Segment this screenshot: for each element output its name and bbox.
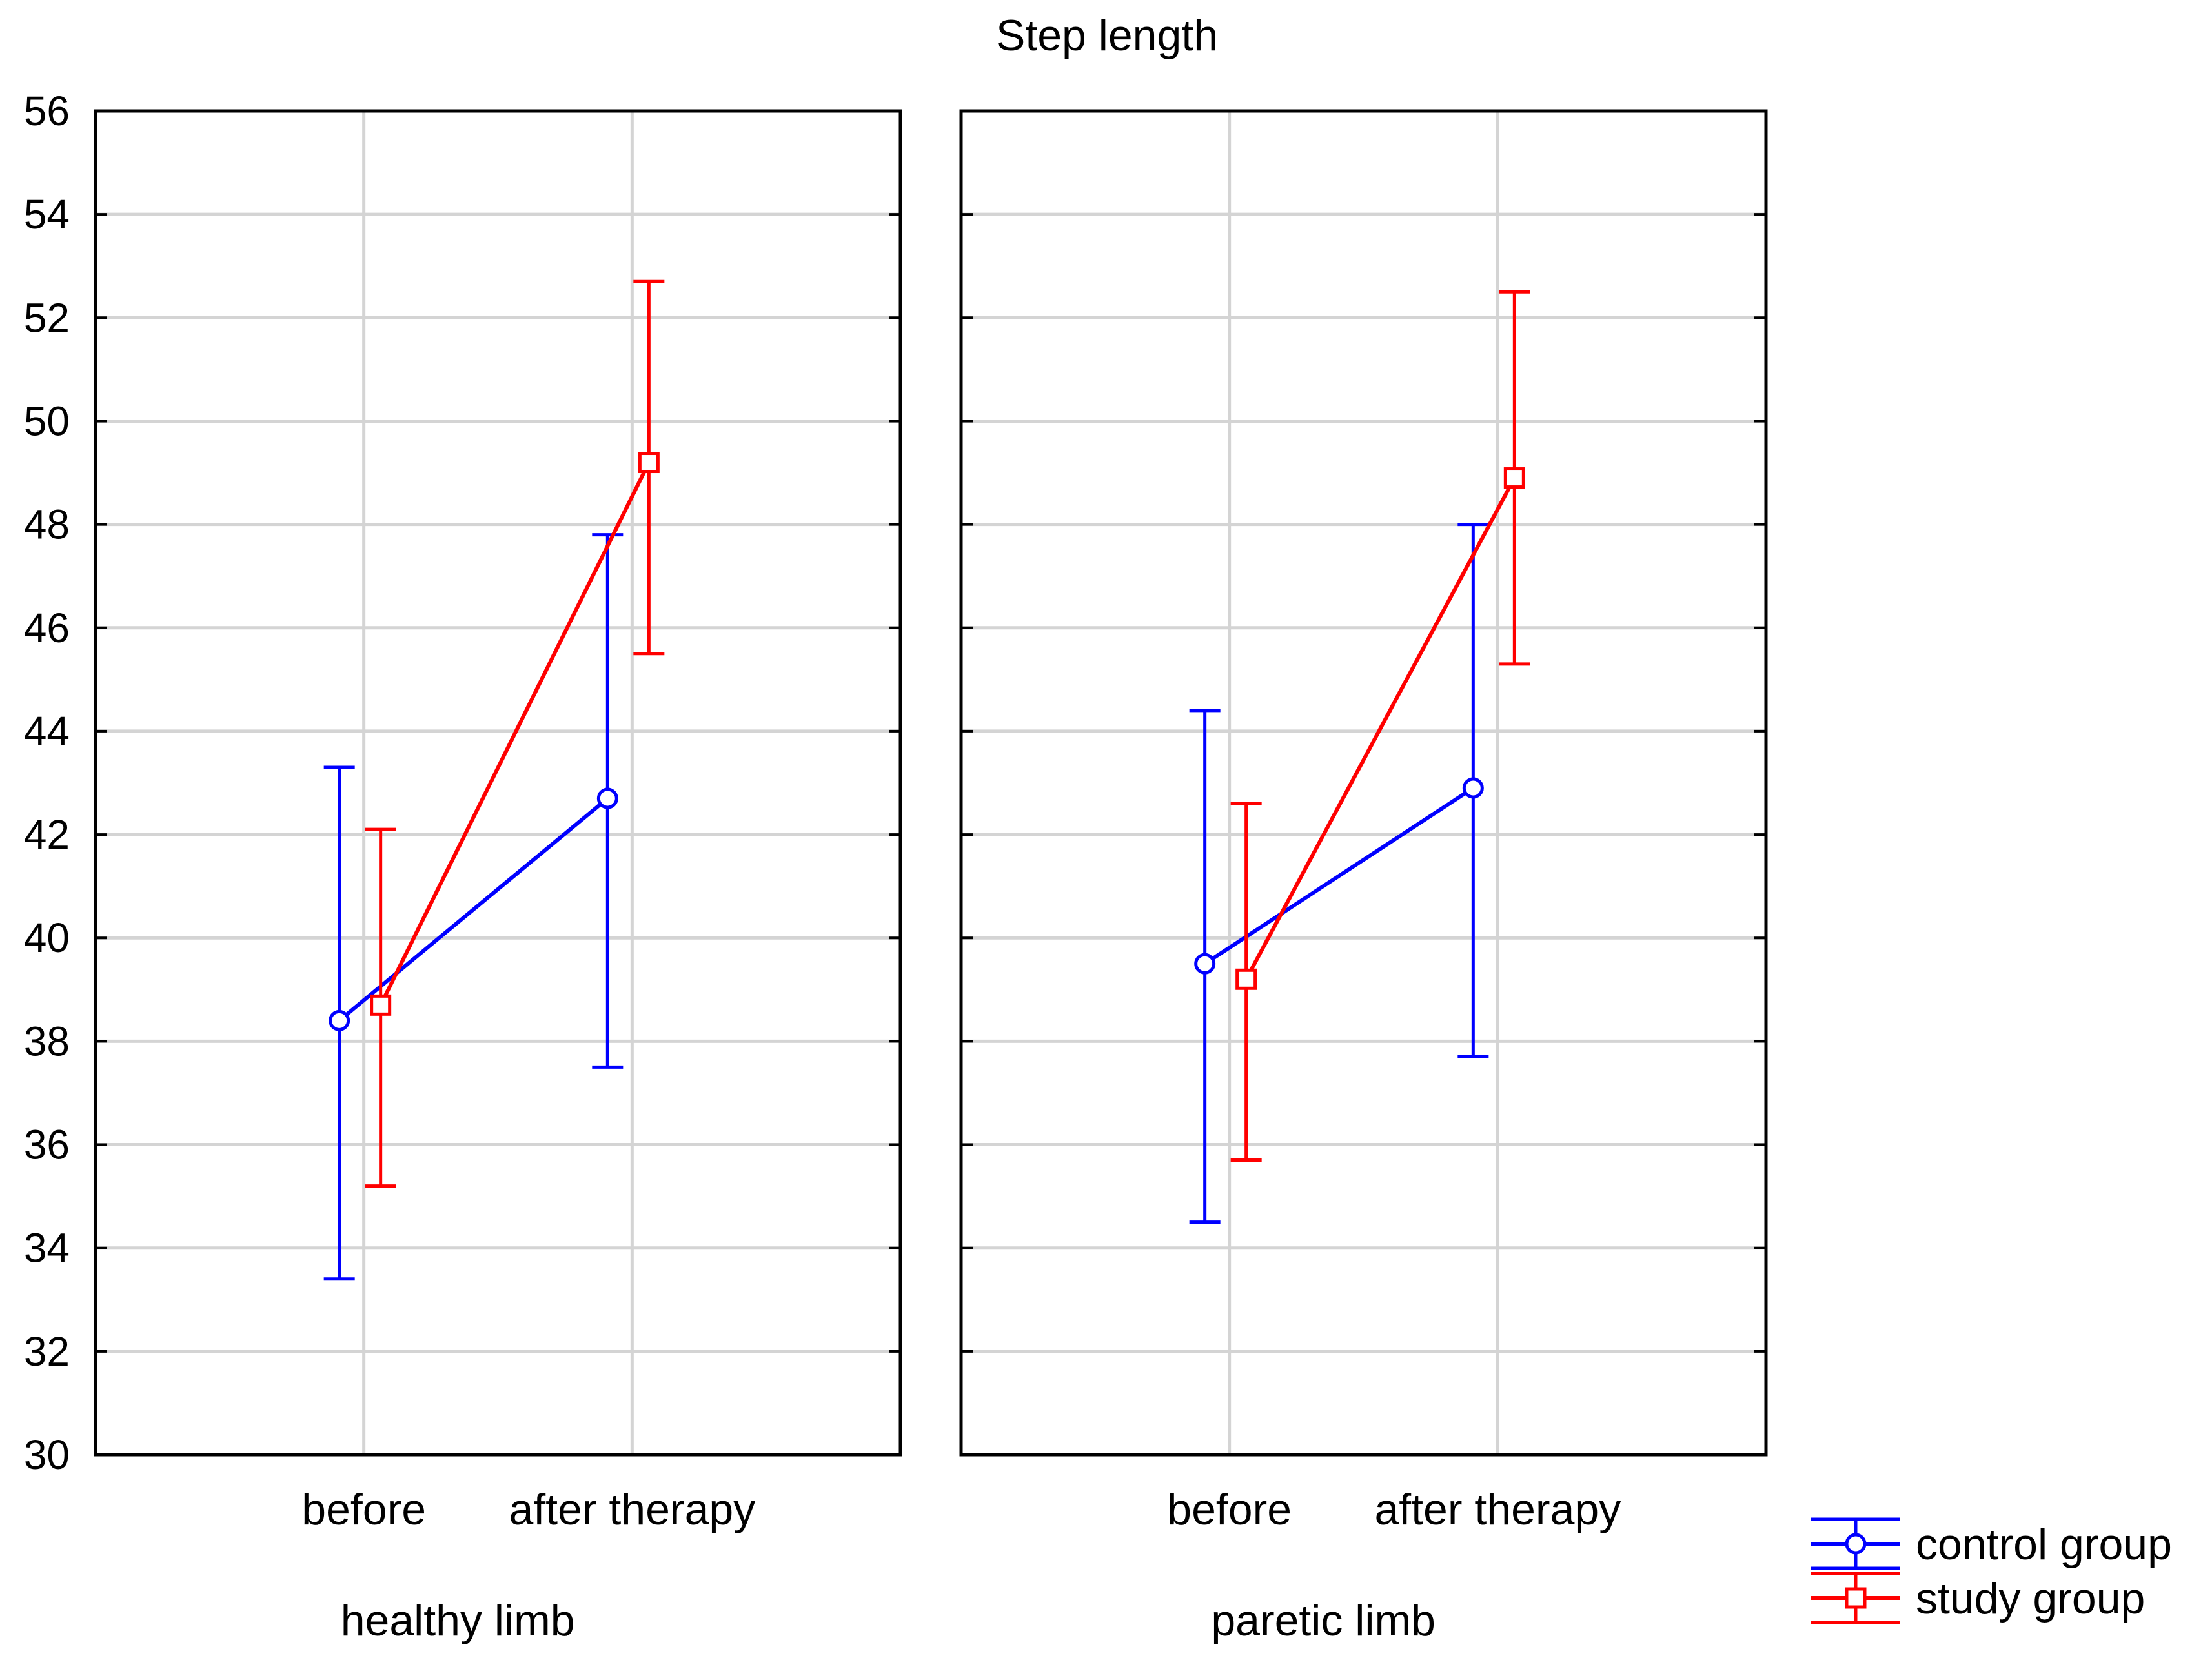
panel-2: before after therapy paretic limb — [959, 109, 1768, 1645]
legend-marker — [1845, 1587, 1867, 1609]
data-point — [596, 787, 618, 809]
data-point — [1235, 968, 1257, 990]
data-point — [329, 1009, 350, 1031]
panel-frame — [959, 109, 1768, 1457]
data-point — [1503, 467, 1525, 489]
y-tick-label: 32 — [24, 1328, 70, 1375]
legend-label: control group — [1916, 1520, 2172, 1569]
legend: control group study group — [1811, 1517, 2172, 1624]
series-control — [323, 533, 624, 1281]
series-study — [1230, 290, 1530, 1162]
panel-1: 30 32 34 36 38 40 42 44 46 48 50 52 54 56 before after … — [24, 88, 902, 1645]
y-tick-label: 56 — [24, 88, 70, 134]
legend-item: study group — [1811, 1572, 2145, 1624]
legend-item: control group — [1811, 1517, 2172, 1570]
panel-frame — [94, 109, 902, 1457]
y-tick-label: 42 — [24, 811, 70, 858]
legend-label: study group — [1916, 1574, 2145, 1623]
y-tick-label: 44 — [24, 708, 70, 754]
series-line — [338, 796, 609, 1022]
chart-title: Step length — [996, 11, 1218, 60]
series-line — [1244, 477, 1516, 980]
series-line — [378, 461, 651, 1006]
chart-panels: 30 32 34 36 38 40 42 44 46 48 50 52 54 56 before after … — [24, 88, 1768, 1645]
data-point — [638, 452, 660, 474]
x-tick-label: after therapy — [509, 1485, 755, 1534]
y-tick-label: 30 — [24, 1431, 70, 1478]
y-tick-label: 34 — [24, 1225, 70, 1271]
panel-label: healthy limb — [341, 1596, 575, 1645]
y-tick-label: 52 — [24, 294, 70, 341]
y-tick-label: 38 — [24, 1018, 70, 1064]
legend-marker — [1845, 1533, 1867, 1555]
y-tick-label: 40 — [24, 915, 70, 961]
data-point — [1462, 777, 1484, 799]
series-control — [1189, 523, 1489, 1224]
y-tick-label: 54 — [24, 191, 70, 238]
panel-label: paretic limb — [1211, 1596, 1436, 1645]
y-tick-label: 46 — [24, 605, 70, 651]
y-tick-label: 36 — [24, 1122, 70, 1168]
data-point — [370, 994, 392, 1016]
x-tick-label: after therapy — [1374, 1485, 1621, 1534]
series-study — [365, 279, 665, 1188]
x-tick-label: before — [301, 1485, 426, 1534]
x-tick-label: before — [1167, 1485, 1292, 1534]
y-tick-label: 50 — [24, 398, 70, 444]
data-point — [1194, 953, 1216, 975]
series-line — [1204, 786, 1474, 966]
y-tick-label: 48 — [24, 501, 70, 548]
